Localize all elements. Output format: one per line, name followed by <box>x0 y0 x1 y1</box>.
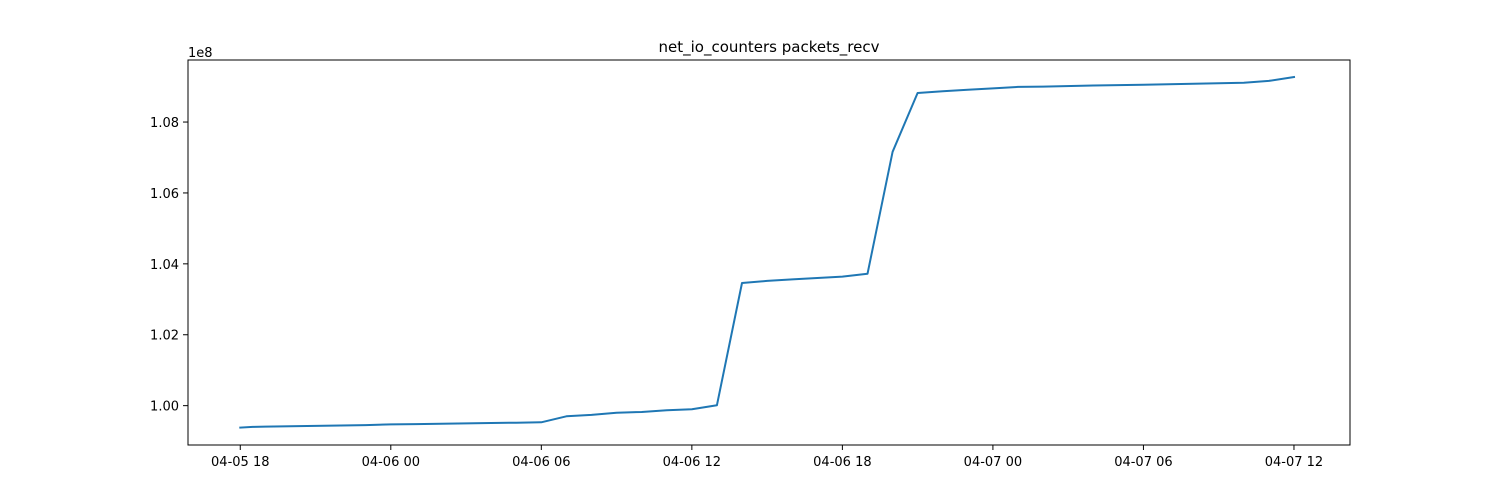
chart-title: net_io_counters packets_recv <box>659 38 880 57</box>
y-tick-label: 1.06 <box>150 187 179 202</box>
x-tick-label: 04-06 12 <box>663 455 721 470</box>
x-tick-label: 04-06 18 <box>813 455 871 470</box>
y-tick-label: 1.02 <box>150 329 179 344</box>
x-tick-label: 04-06 06 <box>512 455 570 470</box>
y-tick-label: 1.00 <box>150 400 179 415</box>
x-axis-ticks: 04-05 18 04-06 00 04-06 06 04-06 12 04-06 18… <box>211 445 1323 470</box>
y-tick-label: 1.08 <box>150 116 179 131</box>
plot-frame <box>187 59 1351 446</box>
y-axis-ticks: 1.00 1.02 1.04 1.06 1.08 <box>150 116 188 415</box>
x-tick-label: 04-07 12 <box>1265 455 1323 470</box>
x-tick-label: 04-06 00 <box>362 455 420 470</box>
x-tick-label: 04-05 18 <box>211 455 269 470</box>
x-tick-label: 04-07 00 <box>964 455 1022 470</box>
series-line <box>239 75 1296 429</box>
y-tick-label: 1.04 <box>150 258 179 273</box>
x-tick-label: 04-07 06 <box>1114 455 1172 470</box>
y-offset-label: 1e8 <box>188 46 213 61</box>
